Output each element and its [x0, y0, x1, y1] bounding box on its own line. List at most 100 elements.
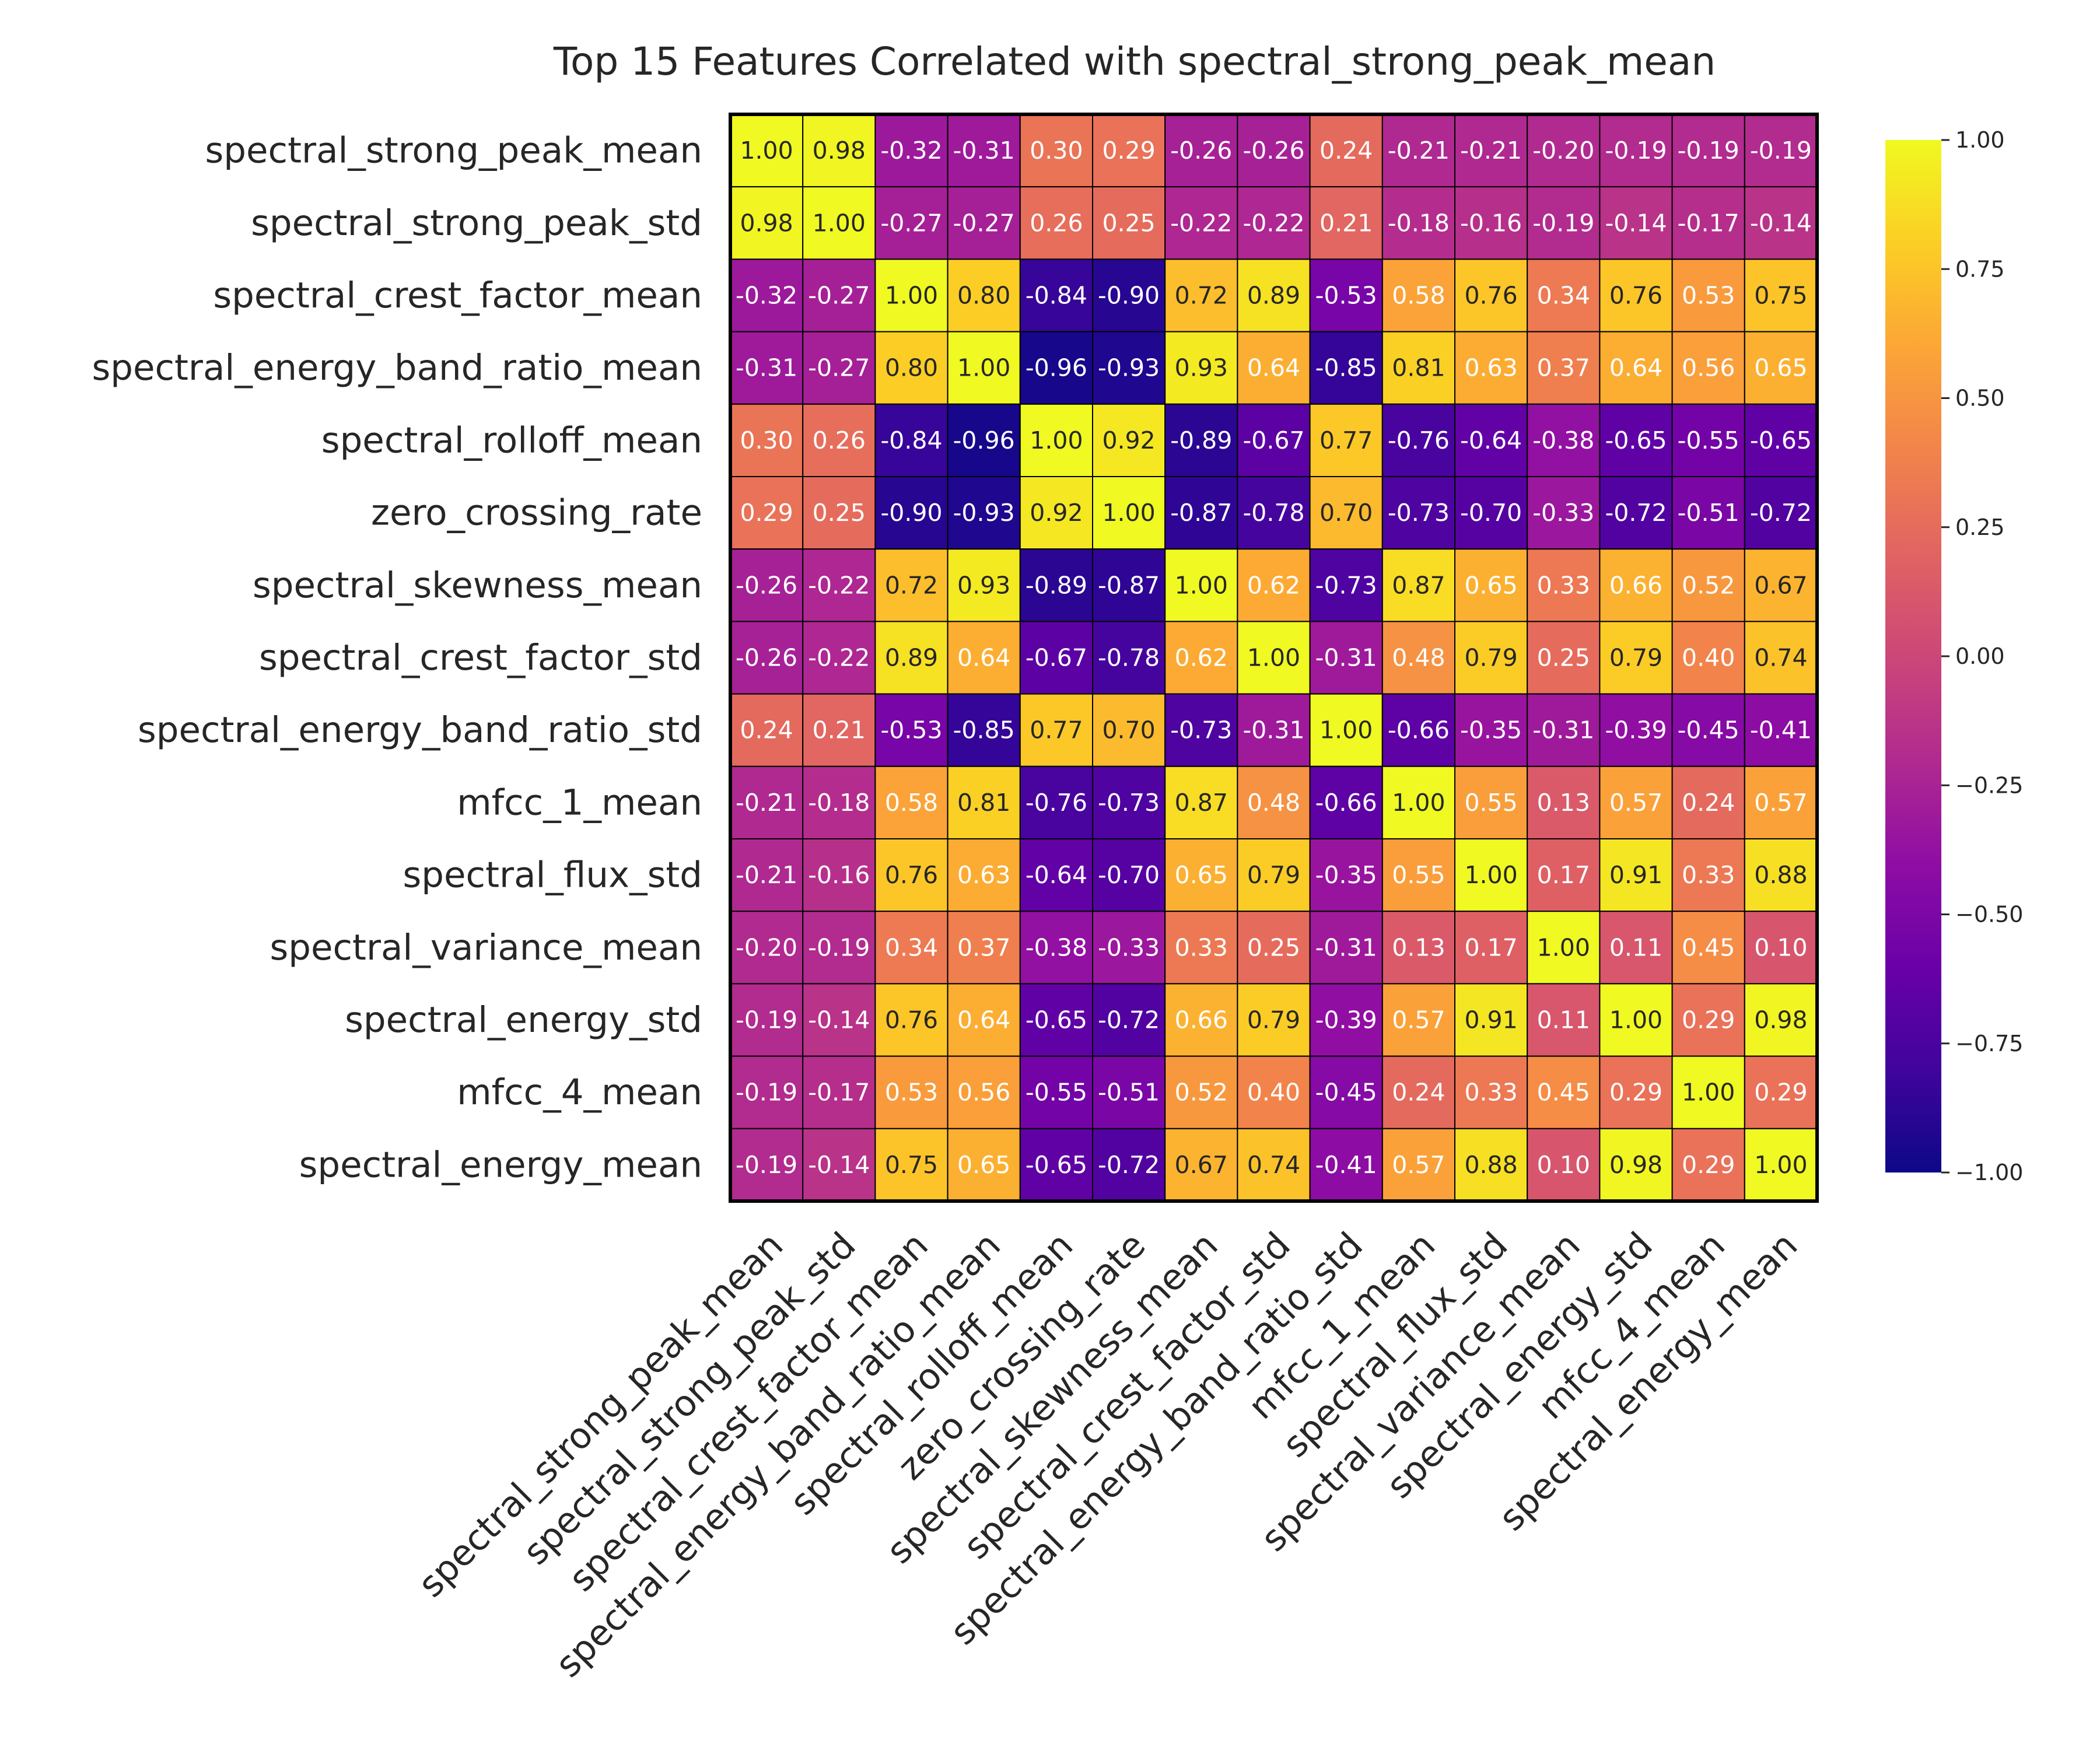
heatmap-cell: [1599, 548, 1673, 622]
heatmap-cell: [1671, 693, 1745, 767]
heatmap-cell-label: -0.22: [1170, 209, 1232, 237]
heatmap-cell: [1092, 838, 1166, 912]
heatmap-cell-label: -0.53: [880, 716, 942, 744]
heatmap-cell: [1381, 476, 1456, 550]
heatmap-cell-label: -0.21: [1388, 136, 1450, 164]
heatmap-cell: [1744, 693, 1818, 767]
heatmap-cell: [1671, 186, 1745, 260]
heatmap-cell: [1381, 403, 1456, 477]
heatmap-cell: [1454, 693, 1528, 767]
heatmap-cell-label: -0.31: [736, 354, 797, 382]
heatmap-cell: [874, 621, 949, 695]
heatmap-cell: [730, 114, 804, 188]
heatmap-cell-label: -0.93: [953, 499, 1015, 527]
heatmap-cell: [1019, 331, 1094, 405]
heatmap-cell-label: -0.72: [1098, 1151, 1160, 1179]
heatmap-cell-label: 0.79: [1609, 644, 1662, 672]
heatmap-cell: [1527, 693, 1601, 767]
heatmap-cell: [802, 621, 876, 695]
heatmap-cell: [1599, 765, 1673, 840]
heatmap-cell-label: 0.67: [1754, 571, 1807, 599]
heatmap-cell-label: -0.21: [1460, 136, 1522, 164]
heatmap-cell-label: 1.00: [1464, 861, 1517, 889]
heatmap-cell-label: 0.56: [1682, 354, 1735, 382]
heatmap-cell: [874, 476, 949, 550]
heatmap-cell-label: 0.13: [1392, 933, 1445, 961]
heatmap-cell: [1164, 548, 1238, 622]
heatmap-cell: [730, 258, 804, 332]
y-tick-label-spectral-energy-band-ratio-std: spectral_energy_band_ratio_std: [138, 709, 702, 751]
heatmap-cell: [1454, 1128, 1528, 1202]
heatmap-cell: [1381, 765, 1456, 840]
heatmap-cell: [1527, 1128, 1601, 1202]
heatmap-cell-label: -0.31: [953, 136, 1015, 164]
heatmap-cell-label: 0.29: [1682, 1006, 1735, 1034]
heatmap-cell-label: -0.22: [808, 571, 870, 599]
heatmap-cell: [1019, 838, 1094, 912]
heatmap-cell-label: 0.64: [957, 644, 1010, 672]
heatmap-cell-label: 0.72: [885, 571, 938, 599]
heatmap-cell: [1164, 403, 1238, 477]
heatmap-cell-label: 0.65: [957, 1151, 1010, 1179]
heatmap-cell-label: 0.33: [1537, 571, 1590, 599]
heatmap-cell: [1599, 403, 1673, 477]
heatmap-cell-label: -0.51: [1678, 499, 1740, 527]
heatmap-cell: [1671, 911, 1745, 985]
colorbar-tick-label: −0.50: [1955, 902, 2023, 928]
heatmap-cell: [1381, 621, 1456, 695]
heatmap-cell-label: 0.55: [1392, 861, 1445, 889]
heatmap-cell: [947, 403, 1021, 477]
heatmap-cell-label: 0.75: [1754, 282, 1807, 310]
heatmap-cell-label: 0.11: [1537, 1006, 1590, 1034]
heatmap-cell-label: 0.76: [885, 1006, 938, 1034]
heatmap-cell-label: 1.00: [1537, 933, 1590, 961]
heatmap-cell: [1527, 114, 1601, 188]
heatmap-cell: [1092, 1128, 1166, 1202]
heatmap-cell-label: 0.65: [1175, 861, 1228, 889]
heatmap-cell-label: 0.25: [1537, 644, 1590, 672]
heatmap-cell: [1671, 403, 1745, 477]
heatmap-cell-label: 0.62: [1247, 571, 1300, 599]
heatmap-cell-label: -0.14: [808, 1151, 870, 1179]
heatmap-cell: [1019, 621, 1094, 695]
heatmap-cell-label: 0.48: [1392, 644, 1445, 672]
heatmap-cell-label: 0.79: [1247, 1006, 1300, 1034]
heatmap-cell: [1527, 476, 1601, 550]
heatmap-cell-label: -0.26: [736, 571, 797, 599]
heatmap-cell: [1309, 1128, 1383, 1202]
heatmap-cell-label: 0.25: [1102, 209, 1155, 237]
y-tick-label-spectral-variance-mean: spectral_variance_mean: [270, 927, 702, 968]
heatmap-cell: [874, 186, 949, 260]
heatmap-cell-label: 0.64: [957, 1006, 1010, 1034]
heatmap-cell-label: -0.26: [736, 644, 797, 672]
heatmap-cell-label: -0.93: [1098, 354, 1160, 382]
heatmap-cell: [1164, 1055, 1238, 1129]
heatmap-cell-label: 0.29: [1609, 1079, 1662, 1107]
heatmap-cell-label: 0.93: [1175, 354, 1228, 382]
heatmap-cell-label: -0.22: [1242, 209, 1304, 237]
heatmap-cell: [1671, 331, 1745, 405]
heatmap-cell-label: 0.56: [957, 1079, 1010, 1107]
heatmap-cell-label: -0.39: [1605, 716, 1667, 744]
heatmap-cell-label: -0.76: [1388, 426, 1450, 454]
heatmap-cell-label: 0.87: [1392, 571, 1445, 599]
heatmap-cell-label: -0.90: [1098, 282, 1160, 310]
heatmap-cell: [1381, 258, 1456, 332]
heatmap-cell-label: 0.62: [1175, 644, 1228, 672]
heatmap-cell-label: 0.74: [1754, 644, 1807, 672]
heatmap-cell-label: -0.65: [1605, 426, 1667, 454]
heatmap-cell-label: 0.58: [885, 789, 938, 817]
heatmap-cell-label: 0.67: [1175, 1151, 1228, 1179]
heatmap-cell-label: 0.81: [1392, 354, 1445, 382]
heatmap-cell-label: -0.87: [1098, 571, 1160, 599]
heatmap-cell-label: 0.10: [1754, 933, 1807, 961]
heatmap-cell-label: -0.38: [1026, 933, 1087, 961]
heatmap-cell-label: 0.57: [1754, 789, 1807, 817]
heatmap-cell-label: 1.00: [740, 136, 793, 164]
heatmap-cell-label: -0.55: [1026, 1079, 1087, 1107]
heatmap-cell: [1527, 765, 1601, 840]
heatmap-cell: [1164, 693, 1238, 767]
heatmap-cell: [1237, 114, 1311, 188]
heatmap-cell: [1092, 476, 1166, 550]
heatmap-cell-label: -0.85: [953, 716, 1015, 744]
